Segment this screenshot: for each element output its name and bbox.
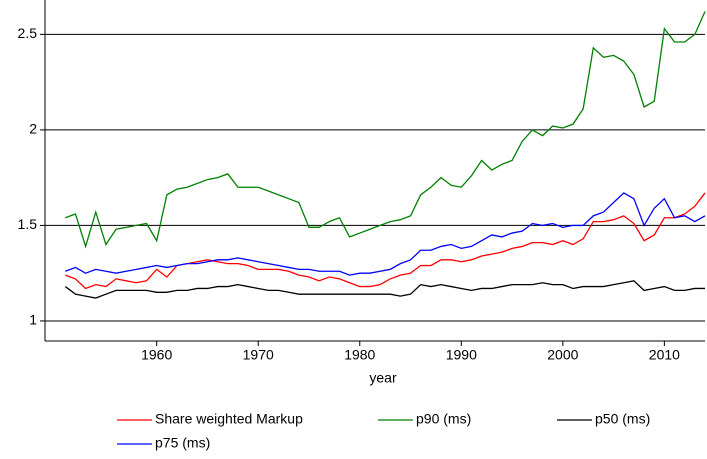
legend-label: p75 (ms) [155,435,210,451]
legend-label: p90 (ms) [416,411,471,427]
x-tick-label: 1990 [446,347,477,363]
legend-label: Share weighted Markup [155,411,303,427]
series-line [65,192,706,290]
x-tick-label: 1970 [243,347,274,363]
x-tick-label: 2000 [547,347,578,363]
y-tick-label: 2.5 [18,25,38,41]
x-tick-label: 2010 [649,347,680,363]
y-tick-label: 1.5 [18,216,38,232]
legend-label: p50 (ms) [595,411,650,427]
x-tick-label: 1980 [344,347,375,363]
series-line [65,192,706,276]
x-tick-label: 1960 [141,347,172,363]
x-axis-label: year [369,370,397,386]
series-line [64,280,705,299]
y-tick-label: 1 [29,312,37,328]
series-line [65,11,706,249]
y-tick-label: 2 [29,121,37,137]
